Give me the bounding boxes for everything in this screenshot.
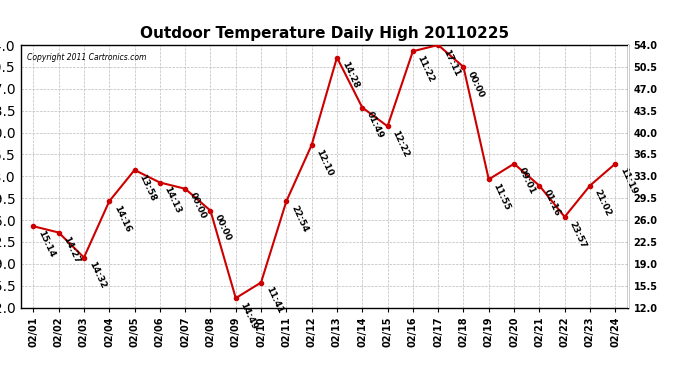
Text: 14:28: 14:28 [339,60,360,90]
Text: 12:10: 12:10 [315,148,335,177]
Text: 00:00: 00:00 [188,192,208,221]
Text: 14:32: 14:32 [87,260,107,290]
Text: 00:00: 00:00 [466,70,486,99]
Text: 14:13: 14:13 [163,185,183,215]
Text: 14:16: 14:16 [112,204,132,234]
Title: Outdoor Temperature Daily High 20110225: Outdoor Temperature Daily High 20110225 [140,26,509,41]
Text: Copyright 2011 Cartronics.com: Copyright 2011 Cartronics.com [27,53,146,62]
Text: 12:22: 12:22 [391,129,411,159]
Text: 14:27: 14:27 [61,235,82,265]
Text: 15:14: 15:14 [36,229,57,259]
Text: 14:49: 14:49 [239,301,259,331]
Text: 22:54: 22:54 [289,204,309,234]
Text: 11:19: 11:19 [618,166,638,196]
Text: 23:57: 23:57 [567,220,588,249]
Text: 01:49: 01:49 [365,110,385,140]
Text: 11:55: 11:55 [491,182,512,212]
Text: 09:01: 09:01 [517,166,537,196]
Text: 21:02: 21:02 [593,188,613,218]
Text: 17:11: 17:11 [441,48,461,78]
Text: 13:58: 13:58 [137,173,157,202]
Text: 11:41: 11:41 [264,285,284,315]
Text: 00:00: 00:00 [213,213,233,243]
Text: 01:16: 01:16 [542,188,562,218]
Text: 11:22: 11:22 [415,54,436,84]
